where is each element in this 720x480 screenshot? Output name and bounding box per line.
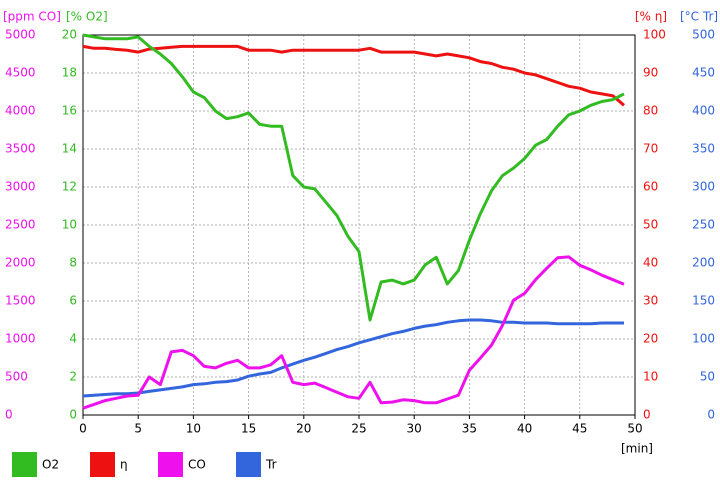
y-tick-label: 2000 [5, 256, 36, 270]
y-tick-label: 0 [69, 408, 77, 422]
y-tick-label: 250 [692, 218, 715, 232]
series-line [82, 255, 625, 410]
y-tick-label: 20 [643, 332, 658, 346]
legend-label: CO [188, 458, 206, 472]
y-tick-label: 90 [643, 66, 658, 80]
x-tick-label: 35 [462, 422, 477, 436]
x-tick-label: 0 [79, 422, 87, 436]
x-tick-label: 50 [627, 422, 642, 436]
y-tick-label: 450 [692, 66, 715, 80]
y-tick-label: 12 [62, 180, 77, 194]
y-axis-label: [% η] [635, 10, 667, 24]
y-tick-label: 500 [692, 28, 715, 42]
y-tick-label: 16 [62, 104, 77, 118]
y-tick-label: 400 [692, 104, 715, 118]
y-tick-label: 70 [643, 142, 658, 156]
y-axis-label: [ppm CO] [3, 10, 61, 24]
y-tick-label: 3000 [5, 180, 36, 194]
legend-swatch [12, 452, 37, 477]
legend-swatch [236, 452, 261, 477]
y-tick-label: 0 [707, 408, 715, 422]
y-tick-label: 2 [69, 370, 77, 384]
y-tick-label: 300 [692, 180, 715, 194]
y-tick-label: 6 [69, 294, 77, 308]
y-tick-label: 50 [700, 370, 715, 384]
y-tick-label: 0 [5, 408, 13, 422]
y-tick-label: 200 [692, 256, 715, 270]
x-tick-label: 15 [241, 422, 256, 436]
y-tick-label: 1500 [5, 294, 36, 308]
x-tick-label: 30 [407, 422, 422, 436]
y-tick-label: 40 [643, 256, 658, 270]
y-tick-label: 18 [62, 66, 77, 80]
y-tick-label: 14 [62, 142, 77, 156]
y-axis-label: [°C Tr] [680, 10, 718, 24]
series-line [82, 318, 624, 398]
y-tick-label: 3500 [5, 142, 36, 156]
x-tick-label: 40 [517, 422, 532, 436]
y-tick-label: 4500 [5, 66, 36, 80]
y-tick-label: 10 [62, 218, 77, 232]
x-axis-label: [min] [621, 442, 653, 456]
y-tick-label: 150 [692, 294, 715, 308]
y-tick-label: 5000 [5, 28, 36, 42]
y-tick-label: 8 [69, 256, 77, 270]
series-line [82, 44, 625, 107]
y-tick-label: 10 [643, 370, 658, 384]
y-tick-label: 1000 [5, 332, 36, 346]
legend-swatch [90, 452, 115, 477]
y-tick-label: 100 [692, 332, 715, 346]
y-tick-label: 30 [643, 294, 658, 308]
x-tick-label: 45 [572, 422, 587, 436]
y-tick-label: 500 [5, 370, 28, 384]
y-tick-label: 350 [692, 142, 715, 156]
x-tick-label: 5 [134, 422, 142, 436]
y-axis-label: [% O2] [66, 10, 108, 24]
series-line [82, 33, 625, 322]
y-tick-label: 4000 [5, 104, 36, 118]
y-tick-label: 50 [643, 218, 658, 232]
y-tick-label: 0 [643, 408, 651, 422]
y-tick-label: 80 [643, 104, 658, 118]
legend-label: O2 [42, 458, 59, 472]
y-tick-label: 60 [643, 180, 658, 194]
y-tick-label: 4 [69, 332, 77, 346]
x-tick-label: 20 [296, 422, 311, 436]
y-tick-label: 100 [643, 28, 666, 42]
x-tick-label: 25 [351, 422, 366, 436]
y-tick-label: 2500 [5, 218, 36, 232]
legend-label: Tr [265, 458, 277, 472]
legend-label: η [120, 458, 128, 472]
y-tick-label: 20 [62, 28, 77, 42]
legend-swatch [158, 452, 183, 477]
x-tick-label: 10 [186, 422, 201, 436]
